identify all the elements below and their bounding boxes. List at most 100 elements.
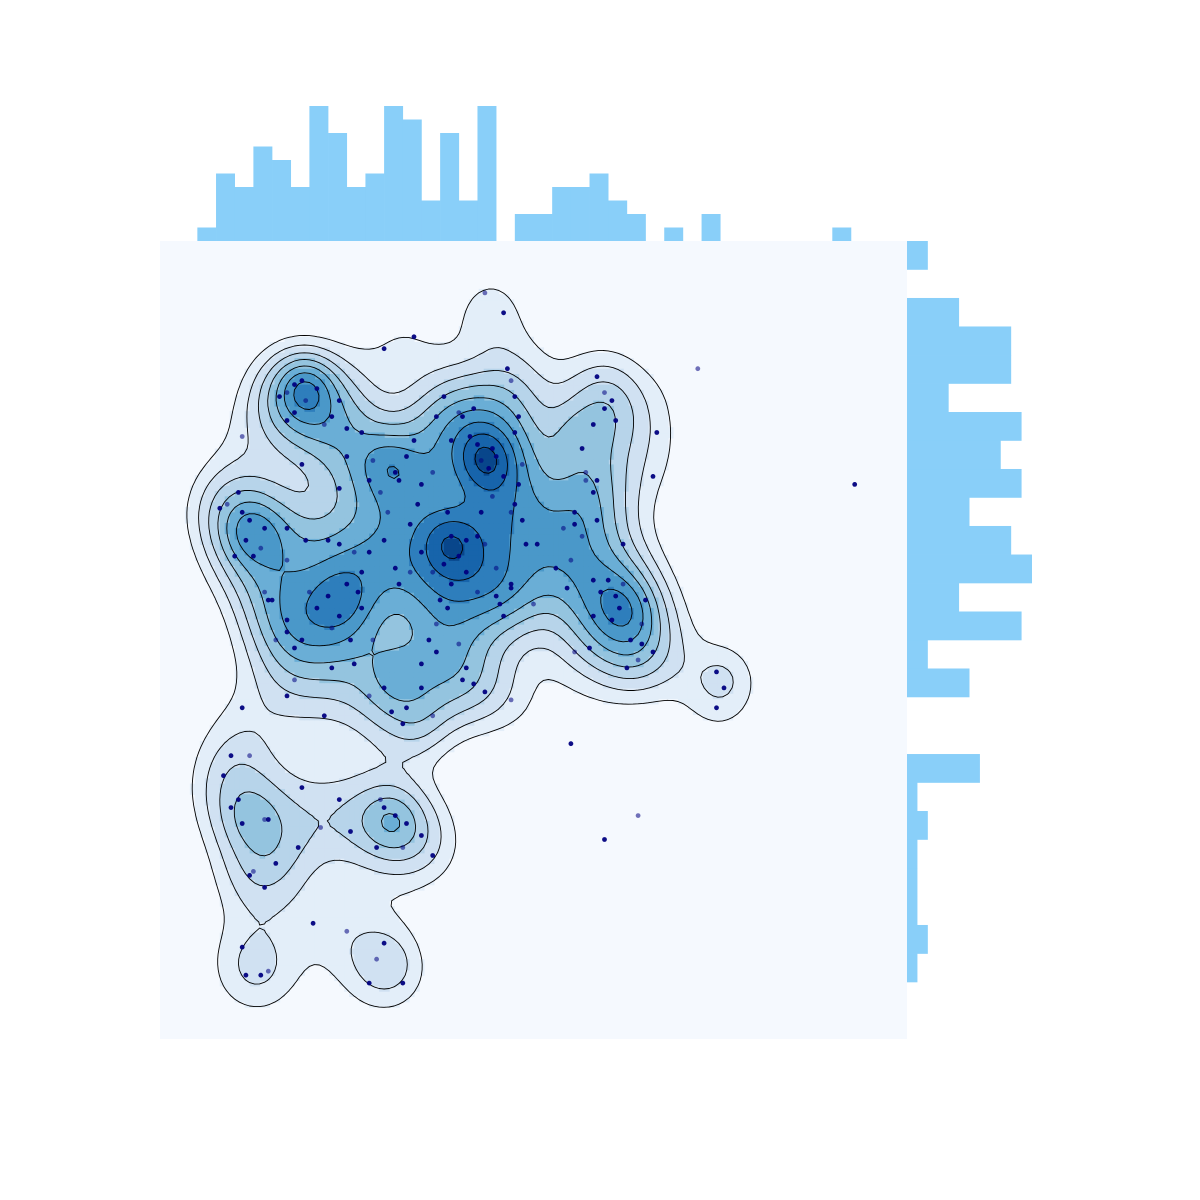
kde-fill-cell (224, 570, 231, 577)
kde-fill-cell (717, 655, 724, 662)
kde-fill-cell (294, 874, 301, 880)
kde-fill-cell (548, 640, 555, 646)
kde-fill-cell (558, 650, 564, 657)
kde-fill-cell (379, 858, 385, 865)
kde-fill-cell (199, 778, 206, 785)
kde-fill-cell (633, 405, 639, 412)
kde-fill-cell (598, 661, 604, 668)
kde-fill-cell (344, 874, 350, 880)
kde-fill-cell (394, 405, 400, 412)
kde-fill-cell (239, 975, 246, 982)
kde-fill-cell (364, 730, 370, 737)
kde-fill-cell (538, 389, 545, 396)
kde-fill-cell (643, 485, 649, 492)
kde-fill-cell (334, 969, 340, 976)
kde-fill-cell (314, 719, 320, 726)
kde-fill-cell (294, 491, 301, 497)
kde-fill-cell (623, 416, 629, 423)
kde-fill-cell (319, 698, 325, 705)
kde-fill-cell (463, 379, 470, 386)
kde-fill-cell (244, 757, 251, 763)
kde-fill-cell (712, 645, 719, 652)
kde-fill-cell (478, 320, 485, 327)
kde-fill-cell (553, 634, 559, 641)
kde-fill-cell (239, 852, 246, 859)
kde-fill-cell (518, 687, 525, 694)
kde-fill-cell (672, 592, 679, 599)
kde-fill-cell (404, 405, 410, 412)
kde-fill-cell (633, 485, 639, 492)
kde-fill-cell (672, 613, 679, 620)
kde-fill-cell (324, 847, 330, 854)
kde-fill-cell (339, 725, 345, 732)
kde-fill-cell (319, 815, 325, 822)
kde-fill-cell (687, 634, 694, 641)
kde-fill-cell (394, 767, 400, 774)
kde-fill-cell (563, 374, 569, 380)
kde-fill-cell (608, 666, 614, 673)
kde-fill-cell (219, 725, 226, 732)
kde-fill-cell (463, 352, 470, 359)
kde-fill-cell (359, 831, 365, 838)
kde-fill-cell (473, 368, 480, 375)
kde-fill-cell (259, 459, 266, 466)
kde-fill-cell (289, 884, 296, 891)
kde-fill-cell (289, 682, 296, 689)
kde-fill-cell (518, 671, 525, 678)
kde-fill-cell (249, 895, 256, 902)
kde-fill-cell (399, 411, 405, 418)
kde-fill-cell (433, 852, 440, 859)
kde-fill-cell (672, 661, 679, 668)
kde-fill-cell (428, 778, 435, 785)
kde-fill-cell (294, 868, 301, 875)
kde-fill-cell (463, 719, 470, 726)
kde-fill-cell (249, 389, 256, 396)
kde-fill-cell (638, 682, 644, 689)
kde-fill-cell (329, 501, 335, 508)
kde-fill-cell (658, 400, 664, 407)
kde-fill-cell (463, 735, 470, 742)
kde-fill-cell (344, 900, 350, 907)
kde-fill-cell (409, 400, 415, 407)
kde-fill-cell (369, 879, 375, 886)
kde-fill-cell (234, 655, 241, 662)
kde-fill-cell (658, 650, 664, 657)
kde-fill-cell (563, 368, 569, 375)
kde-fill-cell (518, 640, 525, 646)
kde-fill-cell (269, 879, 276, 886)
kde-fill-cell (209, 496, 216, 503)
kde-fill-cell (533, 358, 540, 364)
kde-fill-cell (344, 985, 350, 992)
kde-fill-cell (453, 379, 460, 386)
kde-fill-cell (428, 799, 435, 806)
kde-fill-cell (289, 788, 296, 795)
kde-fill-cell (667, 645, 674, 652)
kde-fill-cell (623, 437, 629, 444)
kde-fill-cell (219, 586, 226, 593)
kde-fill-cell (399, 358, 405, 364)
kde-fill-cell (583, 379, 589, 386)
kde-fill-cell (543, 374, 550, 380)
kde-fill-cell (493, 288, 500, 295)
kde-fill-cell (653, 405, 659, 412)
kde-fill-cell (513, 326, 520, 333)
kde-fill-cell (727, 666, 734, 673)
kde-fill-cell (628, 358, 634, 364)
kde-fill-cell (483, 682, 490, 689)
kde-fill-cell (399, 384, 405, 391)
kde-fill-cell (199, 826, 206, 833)
kde-fill-cell (364, 374, 370, 380)
kde-fill-cell (274, 932, 281, 939)
kde-fill-cell (418, 735, 425, 742)
kde-fill-cell (329, 826, 335, 833)
kde-fill-cell (349, 959, 355, 966)
kde-fill-cell (503, 698, 510, 705)
kde-fill-cell (458, 326, 465, 333)
kde-fill-cell (453, 725, 460, 732)
kde-fill-cell (194, 794, 201, 801)
kde-fill-cell (389, 852, 395, 859)
kde-fill-cell (418, 746, 425, 753)
kde-fill-cell (662, 645, 669, 652)
kde-fill-cell (498, 342, 505, 348)
kde-fill-cell (389, 879, 395, 886)
